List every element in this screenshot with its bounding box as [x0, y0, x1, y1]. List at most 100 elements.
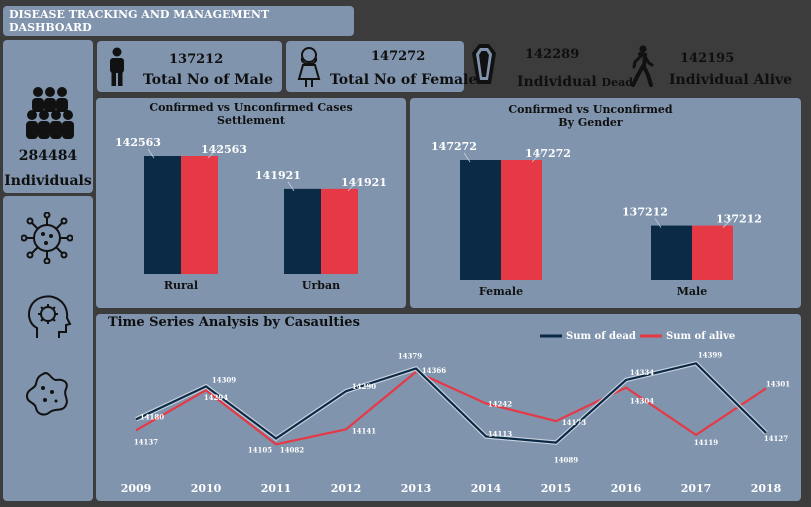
bar-value-label: 141921 [341, 176, 387, 189]
x-tick-label-2014: 2014 [471, 482, 502, 495]
kpi-dead-label: Individual Dead [517, 74, 633, 90]
data-label-dead-2018: 14127 [764, 434, 788, 443]
kpi-dead-label-main: Individual [517, 74, 597, 90]
sidebar-total-card: 284484 Individuals [3, 40, 93, 193]
bar-male-1 [651, 225, 692, 280]
kpi-female-card: 147272 Total No of Female [286, 41, 477, 92]
settlement-chart-panel: Confirmed vs Unconfirmed Cases Settlemen… [96, 98, 406, 308]
data-label-dead-2009: 14180 [140, 412, 164, 421]
data-label-alive-2013: 14366 [422, 366, 446, 375]
bar-male-2 [692, 225, 733, 280]
data-label-alive-2014: 14242 [488, 399, 512, 408]
data-label-alive-2011: 14082 [280, 445, 304, 454]
data-label-alive-2009: 14137 [134, 437, 158, 446]
bar-leader-line [347, 178, 361, 192]
kpi-dead-label-suffix: Dead [601, 76, 633, 89]
x-tick-label-2015: 2015 [541, 482, 572, 495]
coffin-icon [472, 44, 496, 84]
data-label-dead-2014: 14113 [488, 429, 512, 438]
female-icon [297, 47, 321, 87]
gender-chart-title-line2: By Gender [558, 116, 623, 129]
gender-chart-title-line1: Confirmed vs Unconfirmed [508, 103, 673, 116]
legend-label-dead: Sum of dead [566, 331, 636, 342]
data-label-alive-2012: 14141 [352, 426, 376, 435]
kpi-dead-value: 142289 [525, 47, 580, 62]
kpi-alive-card: 142195 Individual Alive [625, 41, 810, 92]
total-individuals-value: 284484 [18, 148, 78, 164]
bar-leader-line [722, 215, 736, 228]
kpi-female-value: 147272 [371, 49, 426, 64]
x-tick-label-2012: 2012 [331, 482, 362, 495]
bar-rural-2 [181, 156, 218, 274]
bar-value-label: 141921 [255, 169, 301, 182]
bar-value-label: 142563 [201, 143, 247, 156]
series-line-alive [135, 370, 767, 446]
bar-leader-line [287, 181, 295, 192]
data-label-dead-2011: 14105 [248, 446, 272, 455]
kpi-male-card: 137212 Total No of Male [97, 41, 282, 92]
bar-female-2 [501, 160, 542, 280]
sidebar-icons-card [3, 196, 93, 501]
settlement-bar-chart: 142563 142563 Rural 141921 141921 Urban [115, 136, 387, 292]
data-label-dead-2015: 14089 [554, 456, 578, 465]
bar-value-label: 147272 [525, 147, 571, 160]
bar-leader-line [207, 145, 221, 159]
category-label-rural: Rural [164, 279, 198, 292]
bar-leader-line [463, 152, 471, 163]
kpi-dead-card: 142289 Individual Dead [467, 41, 633, 92]
x-tick-label-2017: 2017 [681, 482, 712, 495]
walking-person-icon [631, 45, 654, 87]
x-tick-label-2010: 2010 [191, 482, 222, 495]
bar-rural-1 [144, 156, 181, 274]
data-label-alive-2015: 14173 [562, 418, 586, 427]
category-label-female: Female [479, 285, 523, 298]
dashboard-title: DISEASE TRACKING AND MANAGEMENT DASHBOAR… [3, 6, 354, 36]
data-label-alive-2017: 14119 [694, 438, 718, 447]
bar-value-label: 137212 [716, 213, 762, 226]
data-label-dead-2012: 14290 [352, 382, 376, 391]
gender-bar-chart: 147272 147272 Female 137212 137212 Male [431, 140, 762, 298]
x-tick-label-2011: 2011 [261, 482, 292, 495]
kpi-alive-value: 142195 [680, 51, 735, 66]
legend-label-alive: Sum of alive [666, 331, 735, 342]
data-label-dead-2017: 14399 [698, 350, 722, 359]
data-label-dead-2016: 14334 [630, 368, 654, 377]
kpi-alive-label: Individual Alive [669, 72, 793, 88]
bar-leader-line [654, 218, 662, 228]
bar-leader-line [531, 149, 545, 163]
bar-urban-1 [284, 188, 321, 274]
kpi-female-label: Total No of Female [330, 72, 478, 88]
timeseries-line-chart: Sum of dead Sum of alive 2009 2010 2011 2012 2… [121, 331, 791, 495]
x-tick-label-2018: 2018 [751, 482, 782, 495]
bar-value-label: 137212 [622, 206, 668, 219]
category-label-male: Male [677, 285, 707, 298]
data-label-alive-2018: 14301 [766, 379, 790, 388]
male-icon [110, 47, 124, 86]
bar-urban-2 [321, 188, 358, 274]
data-label-alive-2010: 14294 [204, 393, 228, 402]
settlement-chart-title-line1: Confirmed vs Unconfirmed Cases [149, 101, 353, 114]
data-label-alive-2016: 14304 [630, 397, 654, 406]
bar-value-label: 147272 [431, 140, 477, 153]
kpi-male-value: 137212 [169, 52, 224, 67]
bar-female-1 [460, 160, 501, 280]
gender-chart-title: Confirmed vs Unconfirmed By Gender [380, 103, 801, 129]
bar-leader-line [147, 148, 155, 159]
x-tick-label-2013: 2013 [401, 482, 432, 495]
data-label-dead-2013: 14379 [398, 351, 422, 360]
data-label-dead-2010: 14309 [212, 375, 236, 384]
category-label-urban: Urban [302, 279, 340, 292]
x-tick-label-2009: 2009 [121, 482, 152, 495]
virus-icon [21, 212, 73, 264]
people-group-icon [26, 87, 74, 139]
series-line-dead [135, 362, 767, 444]
x-tick-label-2016: 2016 [611, 482, 642, 495]
bar-value-label: 142563 [115, 136, 161, 149]
brain-head-icon [28, 295, 72, 338]
timeseries-chart-panel: Time Series Analysis by Casaulties Sum o… [96, 314, 801, 501]
kpi-male-label: Total No of Male [143, 72, 273, 88]
timeseries-chart-title: Time Series Analysis by Casaulties [108, 315, 360, 330]
bacteria-icon [25, 372, 68, 416]
total-individuals-label: Individuals [4, 173, 92, 189]
settlement-chart-title-line2: Settlement [217, 114, 285, 127]
